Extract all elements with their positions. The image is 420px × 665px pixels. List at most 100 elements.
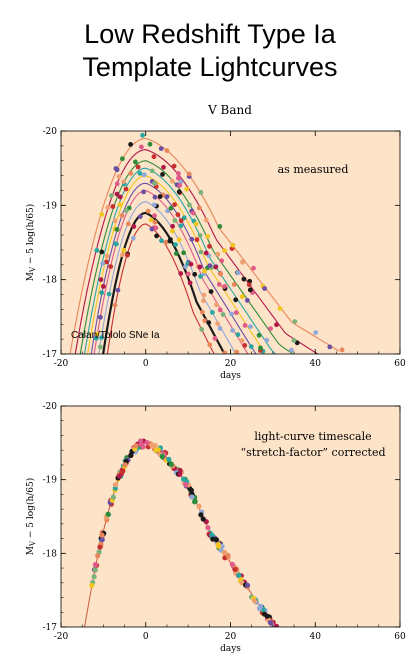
- y-tick-label: -17: [43, 350, 58, 360]
- data-point: [216, 282, 222, 287]
- data-point: [154, 233, 160, 239]
- data-point: [114, 241, 119, 247]
- data-point: [201, 292, 207, 298]
- data-point: [104, 259, 109, 265]
- plot-area: [61, 406, 400, 627]
- data-point: [327, 344, 333, 350]
- data-point: [116, 174, 122, 180]
- data-point: [339, 347, 345, 353]
- template-curve-10: [106, 223, 215, 354]
- x-tick-label: 60: [394, 632, 406, 642]
- data-point: [202, 268, 208, 274]
- data-point: [188, 261, 194, 267]
- y-tick-label: -18: [43, 276, 58, 286]
- data-point: [91, 574, 97, 580]
- data-point: [122, 462, 128, 468]
- data-point: [173, 251, 179, 256]
- data-point: [268, 326, 273, 331]
- page-title-line2: Template Lightcurves: [82, 52, 338, 82]
- data-point: [145, 208, 151, 214]
- template-curve-6: [90, 182, 257, 354]
- data-point: [198, 190, 204, 195]
- data-point: [116, 473, 122, 479]
- data-point: [251, 265, 256, 271]
- data-point: [115, 287, 121, 293]
- data-point: [173, 242, 179, 248]
- data-point: [258, 345, 263, 351]
- data-point: [183, 481, 189, 488]
- data-point: [133, 159, 138, 165]
- data-point: [99, 532, 105, 538]
- data-point: [97, 344, 103, 350]
- data-point: [161, 164, 166, 170]
- y-tick-label: -19: [43, 201, 58, 211]
- data-point: [247, 287, 253, 293]
- page-title-line1: Low Redshift Type Ia: [84, 19, 336, 49]
- data-point: [99, 249, 105, 255]
- data-point: [186, 171, 192, 177]
- chart-panel-2: -20 0 20 40 60 -20 -19 -18 -17 days MV − 5 log(h/6…: [25, 402, 406, 654]
- data-point: [240, 259, 246, 265]
- data-point: [222, 350, 228, 354]
- data-point: [141, 189, 147, 195]
- data-point: [188, 487, 194, 493]
- data-point: [172, 202, 178, 208]
- data-point: [160, 172, 165, 177]
- data-point: [245, 298, 250, 303]
- data-point: [141, 172, 147, 178]
- data-point: [99, 290, 105, 296]
- data-point: [248, 324, 253, 329]
- data-point: [140, 132, 146, 138]
- data-point: [130, 235, 136, 241]
- data-point: [197, 233, 203, 238]
- data-point: [219, 258, 225, 264]
- data-point: [152, 194, 158, 200]
- data-point: [151, 154, 157, 160]
- data-point: [92, 562, 98, 568]
- data-point: [99, 212, 105, 217]
- data-point: [184, 186, 190, 192]
- data-point: [233, 310, 239, 315]
- data-point: [149, 226, 155, 232]
- data-point: [178, 223, 184, 229]
- data-point: [181, 215, 187, 221]
- data-point: [170, 228, 175, 234]
- data-point: [207, 263, 213, 268]
- data-point: [176, 171, 181, 176]
- data-point: [117, 202, 123, 208]
- data-point: [178, 218, 184, 224]
- x-tick-label: -20: [54, 632, 69, 642]
- annotation-as-measured: as measured: [278, 163, 349, 176]
- y-tick-label: -20: [43, 402, 58, 412]
- data-point: [153, 225, 159, 231]
- data-point: [200, 516, 206, 522]
- data-point: [205, 234, 211, 239]
- data-point: [235, 270, 241, 276]
- data-point: [125, 221, 131, 227]
- data-point: [152, 213, 157, 219]
- data-point: [92, 567, 98, 573]
- data-point: [210, 536, 216, 542]
- data-point: [198, 512, 204, 518]
- data-point: [168, 205, 174, 211]
- data-point: [192, 499, 198, 505]
- data-point: [248, 344, 254, 349]
- data-point: [170, 223, 176, 229]
- data-point: [147, 141, 153, 147]
- data-point: [273, 623, 280, 627]
- x-tick-label: 0: [143, 359, 149, 369]
- data-point: [192, 271, 198, 277]
- data-point: [212, 336, 218, 341]
- data-point: [99, 335, 104, 340]
- data-point: [199, 309, 205, 315]
- data-point: [138, 441, 144, 447]
- data-point: [207, 342, 213, 348]
- data-point: [110, 204, 116, 209]
- y-axis-label: MV − 5 log(h/65): [25, 204, 37, 282]
- data-point: [205, 525, 211, 531]
- data-point: [258, 603, 264, 609]
- data-point: [242, 323, 248, 328]
- data-point: [105, 511, 111, 517]
- data-point: [176, 175, 181, 181]
